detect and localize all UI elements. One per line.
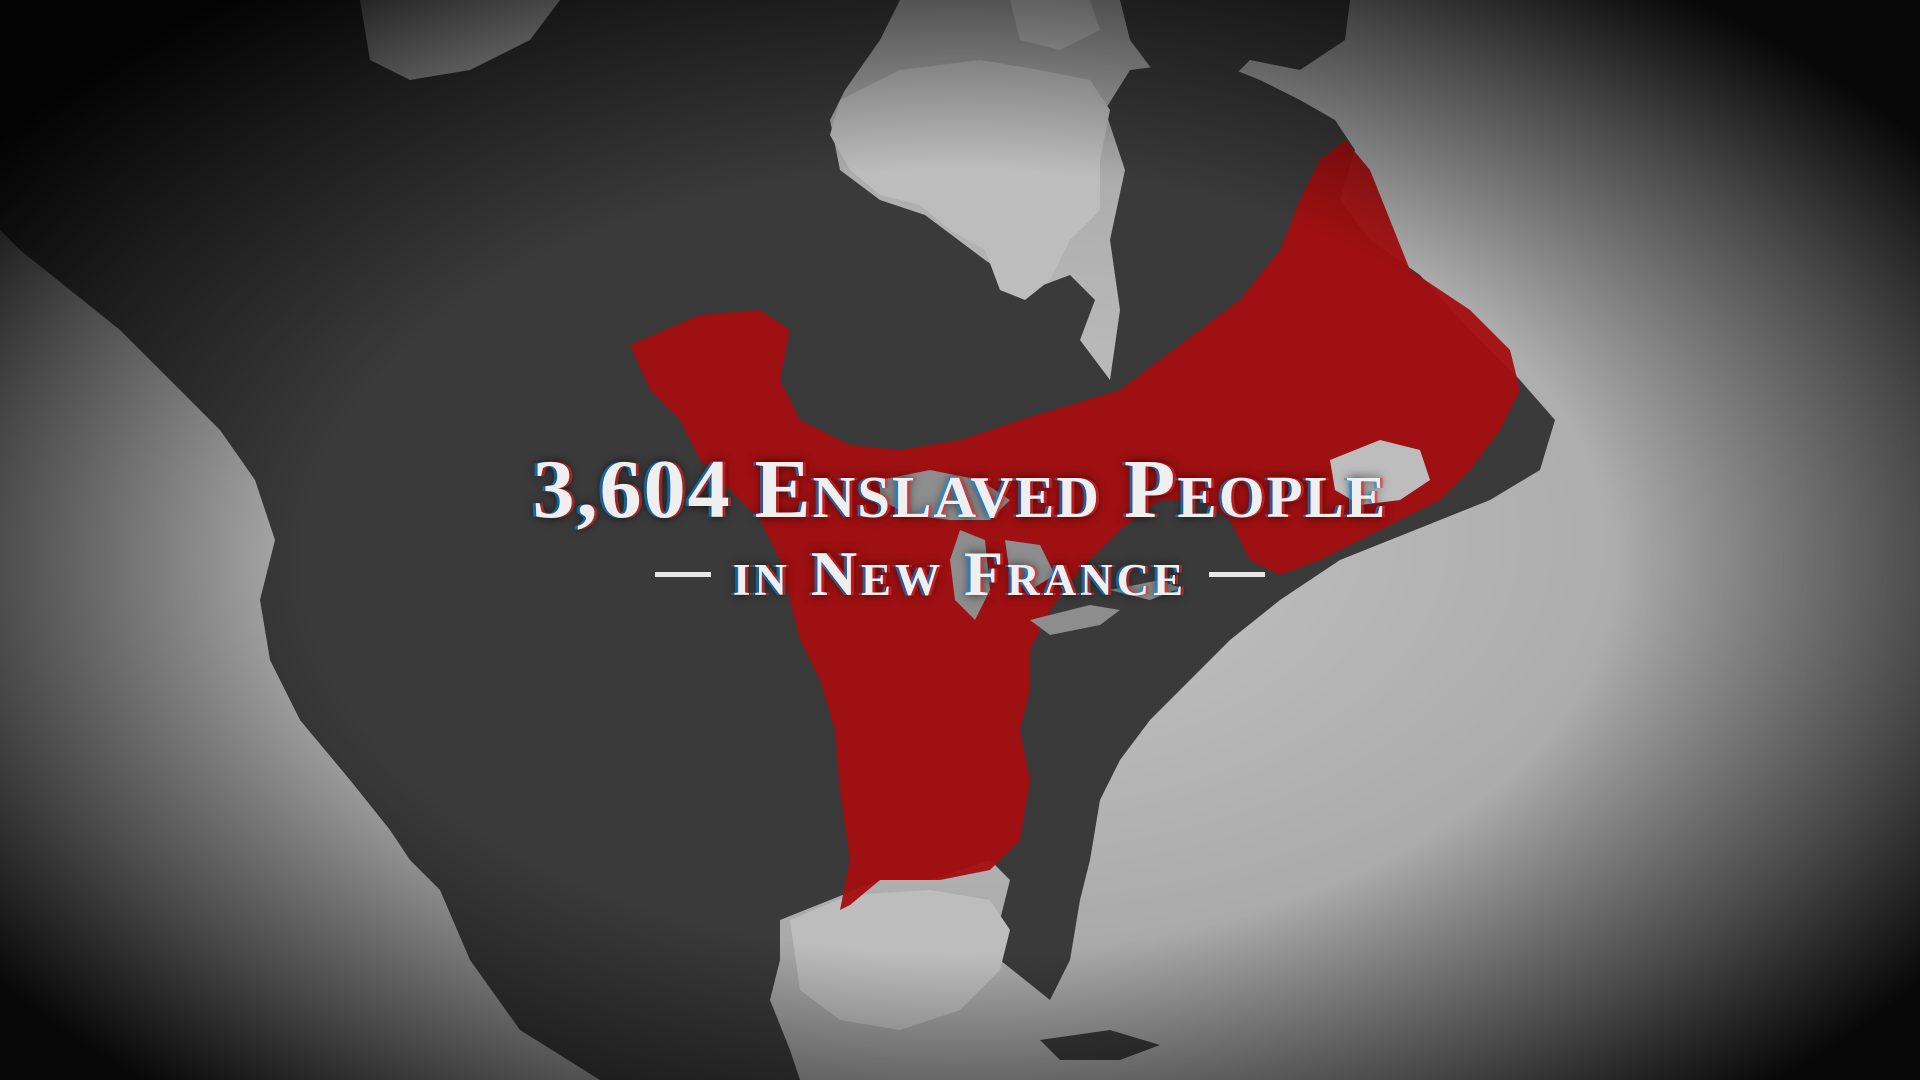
subtitle-text: in New France — [732, 538, 1188, 609]
subtitle: in New France — [0, 542, 1920, 606]
headline: 3,604 Enslaved People — [0, 448, 1920, 532]
right-dash — [1209, 571, 1266, 577]
title-block: 3,604 Enslaved People in New France — [0, 448, 1920, 606]
headline-text: Enslaved People — [754, 443, 1388, 536]
left-dash — [654, 571, 711, 577]
enslaved-count: 3,604 — [532, 443, 732, 536]
